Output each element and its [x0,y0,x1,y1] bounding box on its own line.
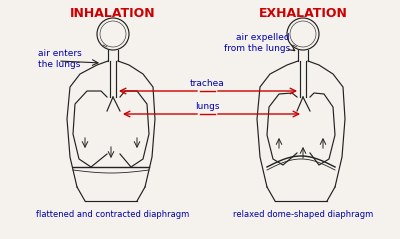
Text: INHALATION: INHALATION [70,7,156,20]
Text: trachea: trachea [190,79,224,88]
Text: air enters
the lungs: air enters the lungs [38,49,82,69]
Text: lungs: lungs [195,102,219,111]
Text: EXHALATION: EXHALATION [258,7,348,20]
Text: relaxed dome-shaped diaphragm: relaxed dome-shaped diaphragm [233,210,373,219]
Text: air expelled
from the lungs: air expelled from the lungs [224,33,290,53]
Text: flattened and contracted diaphragm: flattened and contracted diaphragm [36,210,190,219]
